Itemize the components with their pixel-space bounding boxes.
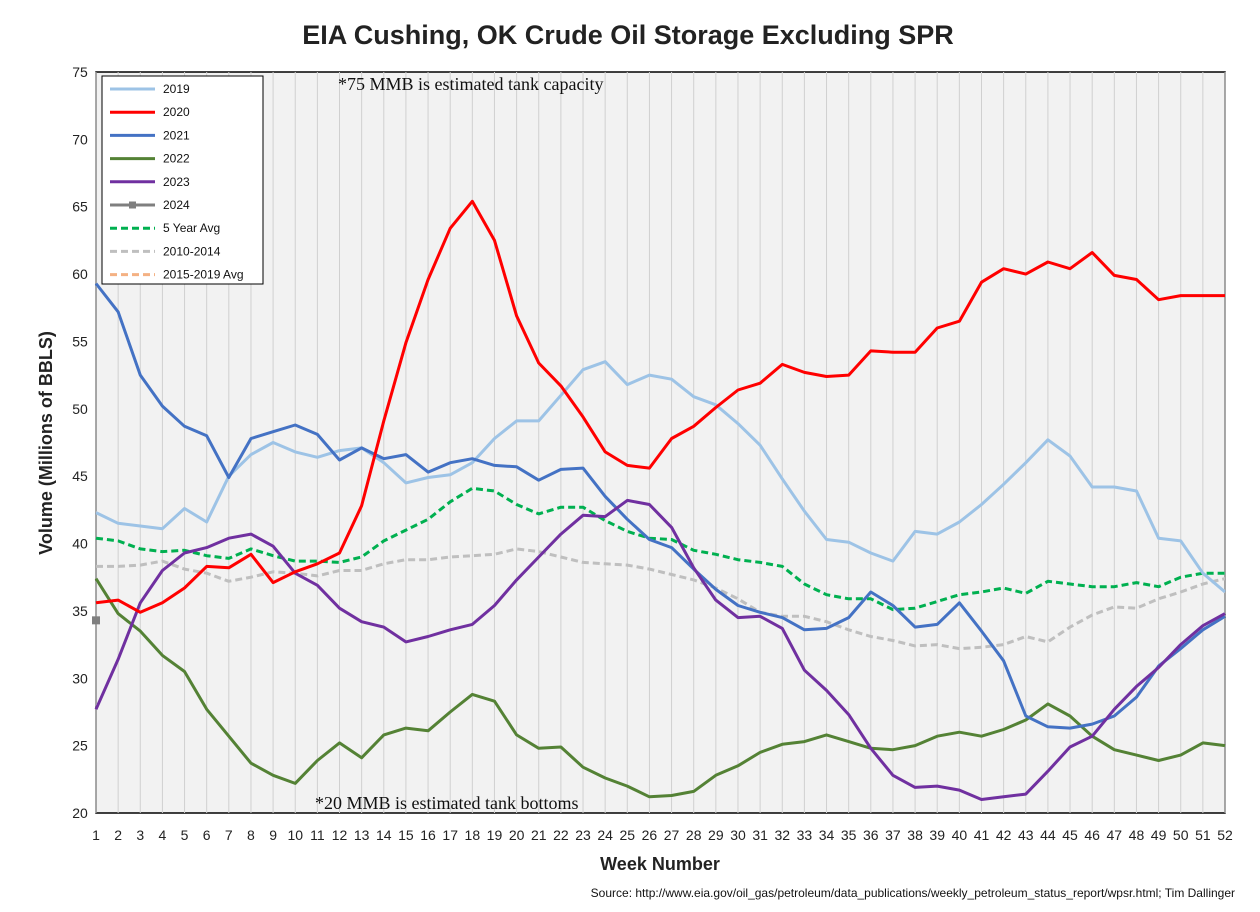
y-tick-label: 60 — [72, 266, 88, 282]
x-tick-label: 37 — [885, 827, 901, 843]
x-tick-label: 5 — [181, 827, 189, 843]
x-tick-label: 46 — [1084, 827, 1100, 843]
x-tick-label: 35 — [841, 827, 857, 843]
y-axis-label: Volume (Millions of BBLS) — [36, 331, 56, 555]
x-tick-label: 13 — [354, 827, 370, 843]
legend-marker-2024 — [129, 201, 136, 209]
x-tick-label: 49 — [1151, 827, 1167, 843]
series-layer — [92, 199, 1226, 801]
x-tick-label: 2 — [114, 827, 122, 843]
x-tick-label: 22 — [553, 827, 569, 843]
x-tick-label: 42 — [996, 827, 1012, 843]
y-tick-label: 50 — [72, 401, 88, 417]
legend-label-2021: 2021 — [163, 128, 190, 142]
x-tick-label: 44 — [1040, 827, 1056, 843]
chart-title: EIA Cushing, OK Crude Oil Storage Exclud… — [302, 20, 954, 50]
x-tick-label: 4 — [159, 827, 167, 843]
x-tick-label: 20 — [509, 827, 525, 843]
series-line-2019 — [95, 360, 1226, 594]
plot-area — [95, 71, 1226, 814]
series-line-5-year-avg — [95, 486, 1225, 612]
x-tick-label: 27 — [664, 827, 680, 843]
y-tick-label: 35 — [72, 603, 88, 619]
y-tick-label: 25 — [72, 738, 88, 754]
capacity-annotation: *75 MMB is estimated tank capacity — [338, 74, 603, 94]
y-tick-label: 20 — [72, 805, 88, 821]
x-tick-label: 12 — [332, 827, 348, 843]
x-tick-label: 45 — [1062, 827, 1078, 843]
x-tick-label: 50 — [1173, 827, 1189, 843]
x-tick-label: 43 — [1018, 827, 1034, 843]
y-tick-label: 45 — [72, 468, 88, 484]
x-tick-label: 28 — [686, 827, 702, 843]
y-tick-label: 55 — [72, 333, 88, 349]
y-tick-label: 75 — [72, 64, 88, 80]
series-line-2010-2014 — [96, 547, 1226, 651]
legend-label-2023: 2023 — [163, 175, 190, 189]
bottoms-annotation: *20 MMB is estimated tank bottoms — [315, 793, 579, 813]
x-axis-label: Week Number — [600, 854, 720, 874]
legend-label-2019: 2019 — [163, 82, 190, 96]
x-tick-label: 16 — [420, 827, 436, 843]
x-tick-label: 8 — [247, 827, 255, 843]
x-tick-label: 6 — [203, 827, 211, 843]
x-tick-label: 41 — [974, 827, 990, 843]
series-line-2020 — [95, 199, 1225, 614]
x-tick-label: 19 — [487, 827, 503, 843]
x-tick-label: 21 — [531, 827, 547, 843]
y-tick-label: 70 — [72, 131, 88, 147]
legend-label-2020: 2020 — [163, 105, 190, 119]
x-tick-label: 34 — [819, 827, 835, 843]
x-tick-label: 30 — [730, 827, 746, 843]
x-tick-label: 14 — [376, 827, 392, 843]
x-tick-label: 29 — [708, 827, 724, 843]
x-tick-label: 26 — [642, 827, 658, 843]
x-tick-label: 47 — [1107, 827, 1123, 843]
x-tick-label: 17 — [442, 827, 458, 843]
x-tick-label: 36 — [863, 827, 879, 843]
x-tick-label: 18 — [465, 827, 481, 843]
x-tick-label: 51 — [1195, 827, 1211, 843]
x-tick-label: 7 — [225, 827, 233, 843]
x-tick-label: 32 — [774, 827, 790, 843]
legend: 2019 2020 2021 2022 2023 2024 5 Year Avg 2010-2… — [101, 75, 264, 285]
x-tick-label: 40 — [952, 827, 968, 843]
x-tick-labels: 1 2 3 4 5 6 7 8 9 10 11 12 13 14 15 16 17 18 19 20 21 22 23 24 2… — [92, 827, 1233, 843]
y-tick-label: 30 — [72, 670, 88, 686]
x-tick-label: 33 — [797, 827, 813, 843]
x-tick-label: 25 — [620, 827, 636, 843]
legend-label-2022: 2022 — [163, 152, 190, 166]
legend-label-2015-2019-avg: 2015-2019 Avg — [163, 268, 244, 282]
x-tick-label: 9 — [269, 827, 277, 843]
x-tick-label: 23 — [575, 827, 591, 843]
x-tick-label: 39 — [929, 827, 945, 843]
x-tick-label: 38 — [907, 827, 923, 843]
x-tick-label: 48 — [1129, 827, 1145, 843]
legend-label-2010-2014: 2010-2014 — [163, 244, 221, 258]
legend-box — [101, 75, 264, 285]
x-tick-label: 3 — [136, 827, 144, 843]
x-tick-label: 15 — [398, 827, 414, 843]
legend-label-2024: 2024 — [163, 198, 190, 212]
x-tick-label: 10 — [287, 827, 303, 843]
series-2024-point — [92, 616, 100, 625]
source-note: Source: http://www.eia.gov/oil_gas/petro… — [591, 886, 1235, 900]
series-line-2021 — [94, 282, 1226, 730]
series-line-2022 — [94, 577, 1226, 799]
y-tick-label: 65 — [72, 199, 88, 215]
x-tick-label: 1 — [92, 827, 100, 843]
y-tick-labels: 20 25 30 35 40 45 50 55 60 65 70 75 — [72, 64, 88, 821]
series-line-2023 — [94, 498, 1226, 801]
y-tick-label: 40 — [72, 536, 88, 552]
legend-label-5-year-avg: 5 Year Avg — [163, 221, 220, 235]
x-tick-label: 11 — [310, 827, 325, 843]
x-tick-label: 52 — [1217, 827, 1233, 843]
x-tick-label: 24 — [597, 827, 613, 843]
x-tick-label: 31 — [752, 827, 768, 843]
